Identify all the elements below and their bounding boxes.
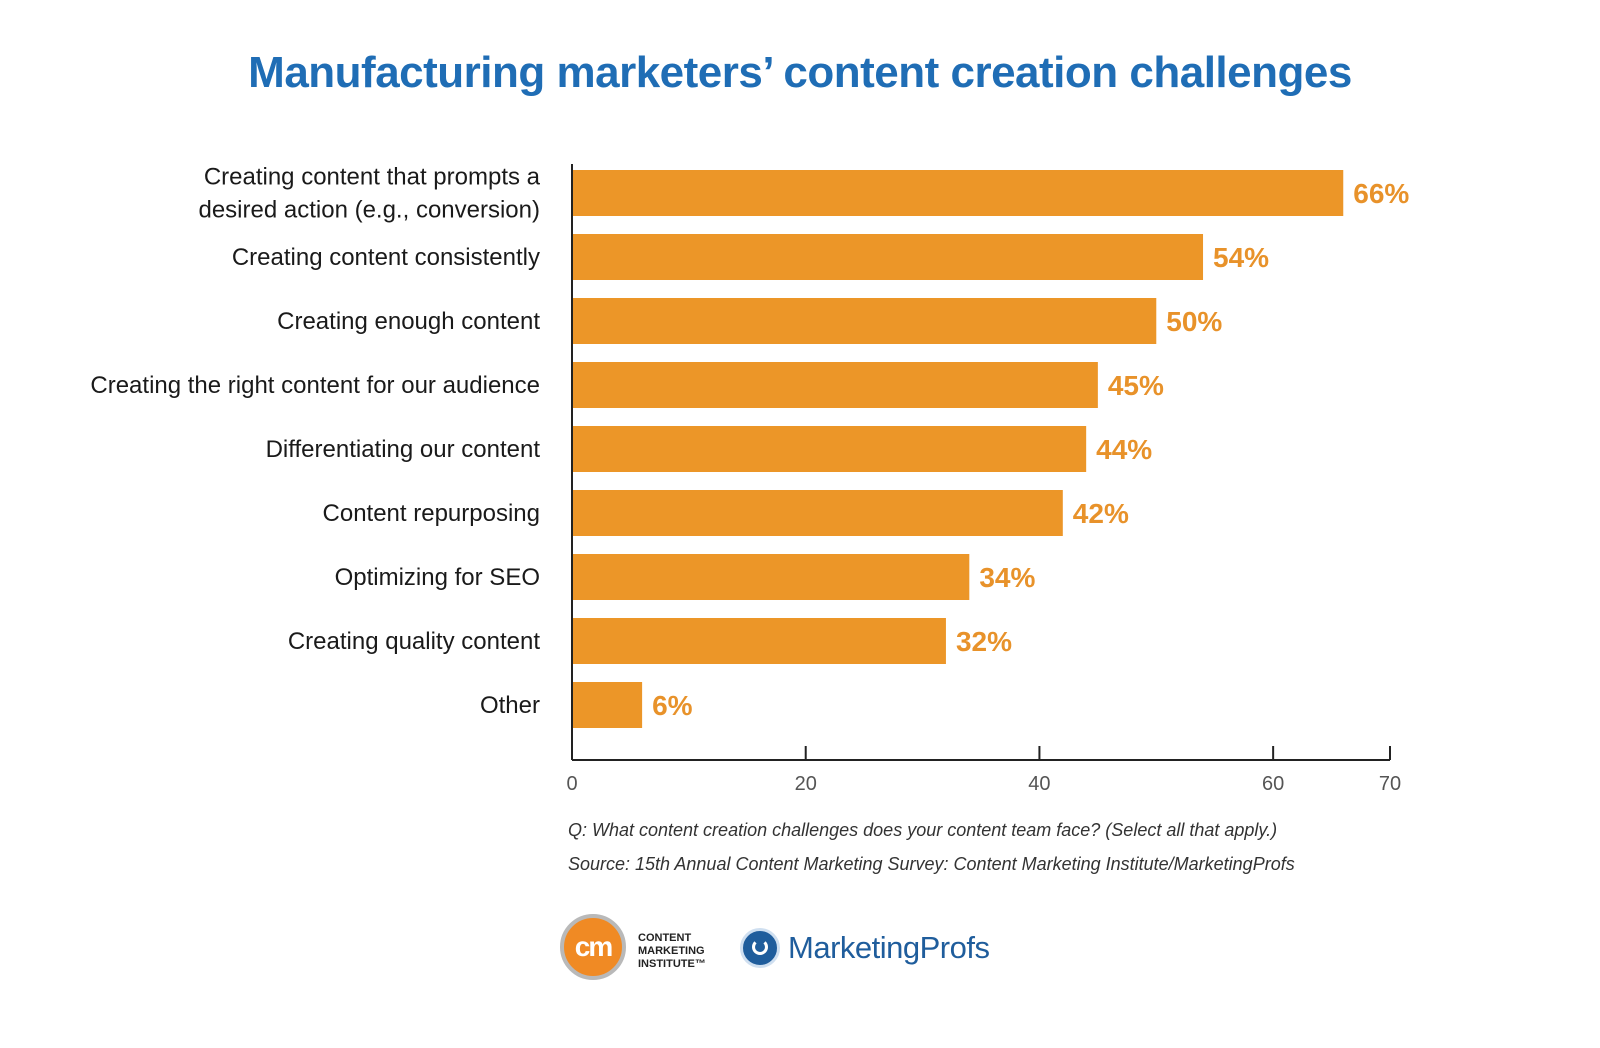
value-label: 34% [979, 562, 1035, 593]
category-label: Creating quality content [288, 628, 540, 655]
source-note: Source: 15th Annual Content Marketing Su… [568, 854, 1295, 874]
category-label: Content repurposing [323, 500, 540, 527]
cmi-logo-line2: MARKETING [638, 945, 705, 957]
category-label: desired action (e.g., conversion) [198, 197, 540, 224]
category-label: Other [480, 692, 540, 719]
bar [572, 234, 1204, 280]
marketingprofs-logo-text: MarketingProfs [788, 930, 990, 965]
bar [572, 490, 1063, 536]
category-label: Creating content consistently [232, 244, 540, 271]
bar [572, 298, 1157, 344]
chart-title: Manufacturing marketers’ content creatio… [248, 48, 1352, 97]
value-label: 45% [1108, 370, 1164, 401]
category-label: Differentiating our content [266, 436, 541, 463]
value-label: 6% [652, 690, 693, 721]
bar [572, 426, 1087, 472]
value-labels: 66% 54% 50% 45% 44% 42% 34% 32% 6% [652, 178, 1409, 721]
cmi-logo-line1: CONTENT [638, 932, 692, 944]
bar [572, 362, 1098, 408]
x-tick-label: 60 [1262, 773, 1284, 795]
value-label: 50% [1166, 306, 1222, 337]
value-label: 54% [1213, 242, 1269, 273]
category-label: Creating enough content [277, 308, 540, 335]
x-tick-label: 40 [1028, 773, 1050, 795]
value-label: 32% [956, 626, 1012, 657]
category-label: Creating the right content for our audie… [90, 372, 540, 399]
category-label: Optimizing for SEO [335, 564, 540, 591]
bars-group [572, 170, 1344, 728]
category-labels: Creating content that prompts a desired a… [90, 164, 540, 720]
x-tick-label: 70 [1379, 773, 1401, 795]
bar [572, 554, 970, 600]
value-label: 66% [1353, 178, 1409, 209]
axes-group: 0 20 40 60 70 [566, 164, 1401, 795]
cmi-logo-mark: cm [560, 914, 626, 980]
x-tick-label: 0 [566, 773, 577, 795]
cmi-logo: cm CONTENT MARKETING INSTITUTE™ [560, 912, 760, 992]
x-tick-label: 20 [795, 773, 817, 795]
bar [572, 682, 643, 728]
bar [572, 618, 946, 664]
bar-chart: Creating content that prompts a desired a… [90, 164, 1409, 796]
bar [572, 170, 1344, 216]
survey-question: Q: What content creation challenges does… [568, 820, 1278, 840]
category-label: Creating content that prompts a [204, 164, 541, 191]
marketingprofs-bird-icon [740, 928, 780, 968]
cmi-logo-line3: INSTITUTE™ [638, 958, 706, 970]
value-label: 44% [1096, 434, 1152, 465]
marketingprofs-logo: MarketingProfs [740, 922, 1020, 972]
value-label: 42% [1073, 498, 1129, 529]
